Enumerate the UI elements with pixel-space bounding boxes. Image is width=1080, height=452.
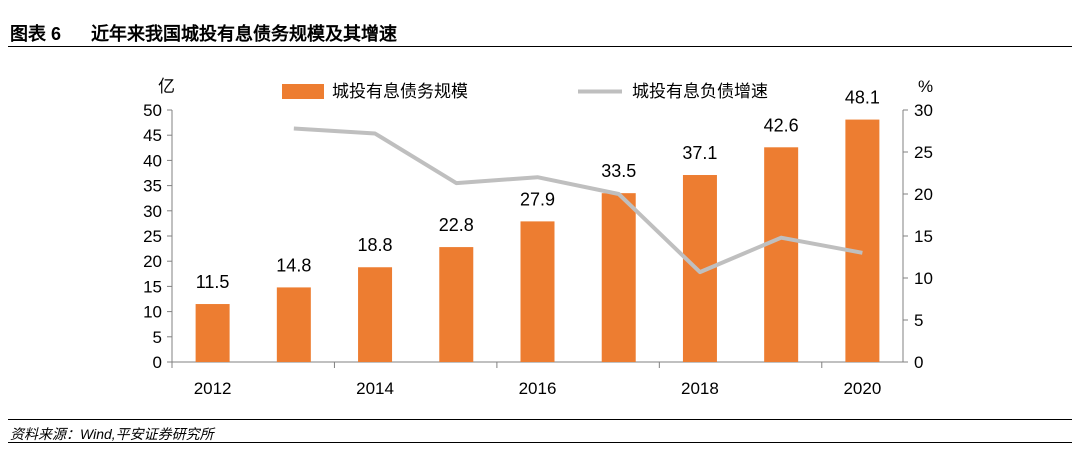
title-rule xyxy=(8,46,1072,47)
right-tick-label: 30 xyxy=(914,101,933,120)
left-tick-label: 50 xyxy=(143,101,162,120)
bar xyxy=(845,119,880,363)
legend-bar-swatch xyxy=(282,84,324,99)
bar-data-label: 22.8 xyxy=(439,215,474,235)
bar xyxy=(276,287,311,362)
bar xyxy=(601,193,636,362)
bar-data-label: 37.1 xyxy=(682,143,717,163)
bar-data-labels: 11.5 14.8 18.8 22.8 27.9 33.5 37.1 42.6 48.1 xyxy=(196,88,880,292)
left-tick-label: 45 xyxy=(143,126,162,145)
chart: 11.5 14.8 18.8 22.8 27.9 33.5 37.1 42.6 48.1 0 5 1… xyxy=(143,77,933,398)
source-note: 资料来源：Wind,平安证券研究所 xyxy=(10,426,214,442)
bar xyxy=(195,304,230,362)
bar-data-label: 11.5 xyxy=(196,272,230,292)
legend: 城投有息债务规模 城投有息负债增速 xyxy=(282,82,768,101)
source-rule-bottom xyxy=(8,442,1072,443)
left-tick-label: 0 xyxy=(153,353,162,372)
left-tick-label: 15 xyxy=(143,277,162,296)
left-tick-label: 20 xyxy=(143,252,162,271)
right-tick-label: 10 xyxy=(914,269,933,288)
right-tick-label: 25 xyxy=(914,143,933,162)
bar-data-label: 27.9 xyxy=(520,189,555,209)
line-series xyxy=(293,126,863,275)
figure-title: 图表 6 近年来我国城投有息债务规模及其增速 xyxy=(10,20,397,46)
figure-number: 图表 6 xyxy=(10,24,62,44)
bar xyxy=(439,247,474,362)
bar xyxy=(764,147,799,362)
growth-line xyxy=(293,126,863,275)
right-tick-label: 20 xyxy=(914,185,933,204)
x-tick-label: 2018 xyxy=(681,379,719,398)
bar-data-label: 18.8 xyxy=(358,235,393,255)
x-tick-label: 2014 xyxy=(356,379,394,398)
left-tick-label: 10 xyxy=(143,303,162,322)
x-tick-label: 2020 xyxy=(843,379,881,398)
legend-bar-label: 城投有息债务规模 xyxy=(332,82,468,101)
right-tick-label: 15 xyxy=(914,227,933,246)
left-axis-unit: 亿 xyxy=(158,77,175,96)
bar-data-label: 14.8 xyxy=(276,255,311,275)
left-tick-label: 25 xyxy=(143,227,162,246)
bar-data-label: 42.6 xyxy=(764,115,799,135)
figure-title-text: 近年来我国城投有息债务规模及其增速 xyxy=(91,24,398,44)
source-rule-top xyxy=(8,419,1072,420)
bar xyxy=(520,221,555,362)
right-tick-label: 5 xyxy=(914,311,923,330)
legend-line-label: 城投有息负债增速 xyxy=(632,82,768,101)
bar-series xyxy=(195,119,880,363)
right-tick-label: 0 xyxy=(914,353,923,372)
left-tick-label: 40 xyxy=(143,151,162,170)
bar xyxy=(358,267,393,362)
x-tick-label: 2016 xyxy=(519,379,557,398)
tick-labels: 0 5 10 15 20 25 30 35 40 45 50 0 5 10 15 20 25 30 2012 2014… xyxy=(143,101,933,398)
left-tick-label: 35 xyxy=(143,177,162,196)
bar-data-label: 33.5 xyxy=(601,161,636,181)
bar-data-label: 48.1 xyxy=(845,88,880,108)
right-axis-unit: % xyxy=(918,77,933,96)
left-tick-label: 5 xyxy=(153,328,162,347)
x-tick-label: 2012 xyxy=(194,379,232,398)
left-tick-label: 30 xyxy=(143,202,162,221)
